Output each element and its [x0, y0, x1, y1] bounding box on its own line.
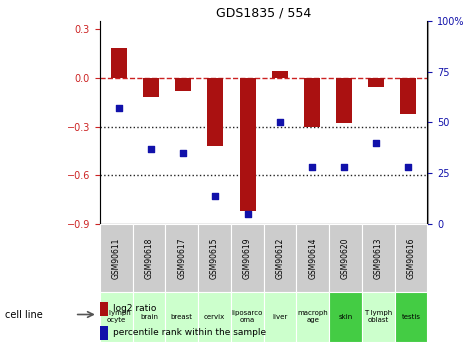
Point	[147, 146, 155, 152]
Point	[115, 106, 123, 111]
Text: T lymph
oblast: T lymph oblast	[364, 310, 392, 323]
Bar	[329, 224, 362, 292]
Bar	[362, 292, 395, 342]
Bar	[239, 78, 256, 211]
Point	[404, 165, 412, 170]
Point	[212, 193, 219, 198]
Bar	[296, 292, 329, 342]
Text: GSM90617: GSM90617	[177, 237, 186, 279]
Bar	[272, 71, 288, 78]
Bar	[231, 224, 264, 292]
Bar	[165, 224, 198, 292]
Bar	[100, 302, 108, 316]
Bar	[264, 224, 296, 292]
Text: breast: breast	[171, 314, 193, 320]
Bar	[100, 326, 108, 340]
Text: skin: skin	[338, 314, 352, 320]
Bar	[296, 224, 329, 292]
Text: B lymph
ocyte: B lymph ocyte	[102, 310, 131, 323]
Bar	[111, 48, 127, 78]
Point	[340, 165, 348, 170]
Text: GSM90616: GSM90616	[407, 237, 416, 279]
Text: GSM90614: GSM90614	[308, 237, 317, 279]
Bar	[395, 292, 428, 342]
Text: liver: liver	[272, 314, 288, 320]
Bar	[175, 78, 191, 91]
Text: log2 ratio: log2 ratio	[113, 304, 156, 313]
Bar	[143, 78, 159, 97]
Bar	[100, 292, 133, 342]
Text: GSM90612: GSM90612	[276, 238, 285, 279]
Bar	[208, 78, 223, 146]
Text: liposarco
oma: liposarco oma	[231, 310, 263, 323]
Bar	[198, 292, 231, 342]
Bar	[304, 78, 320, 127]
Bar	[336, 78, 352, 123]
Bar	[264, 292, 296, 342]
Point	[180, 150, 187, 156]
Title: GDS1835 / 554: GDS1835 / 554	[216, 7, 311, 20]
Text: GSM90613: GSM90613	[374, 237, 383, 279]
Text: testis: testis	[402, 314, 421, 320]
Bar	[100, 224, 133, 292]
Bar	[231, 292, 264, 342]
Point	[244, 211, 251, 217]
Text: cervix: cervix	[204, 314, 225, 320]
Point	[308, 165, 315, 170]
Bar	[395, 224, 428, 292]
Bar	[198, 224, 231, 292]
Bar	[329, 292, 362, 342]
Point	[276, 120, 284, 125]
Text: GSM90615: GSM90615	[210, 237, 219, 279]
Text: GSM90620: GSM90620	[341, 237, 350, 279]
Text: GSM90611: GSM90611	[112, 238, 121, 279]
Bar	[165, 292, 198, 342]
Text: brain: brain	[140, 314, 158, 320]
Text: GSM90618: GSM90618	[144, 238, 153, 279]
Bar	[133, 292, 165, 342]
Text: GSM90619: GSM90619	[243, 237, 252, 279]
Text: macroph
age: macroph age	[297, 310, 328, 323]
Bar	[400, 78, 416, 114]
Bar	[133, 224, 165, 292]
Bar	[362, 224, 395, 292]
Text: percentile rank within the sample: percentile rank within the sample	[113, 328, 266, 337]
Bar	[368, 78, 384, 88]
Point	[372, 140, 380, 146]
Text: cell line: cell line	[5, 309, 43, 319]
